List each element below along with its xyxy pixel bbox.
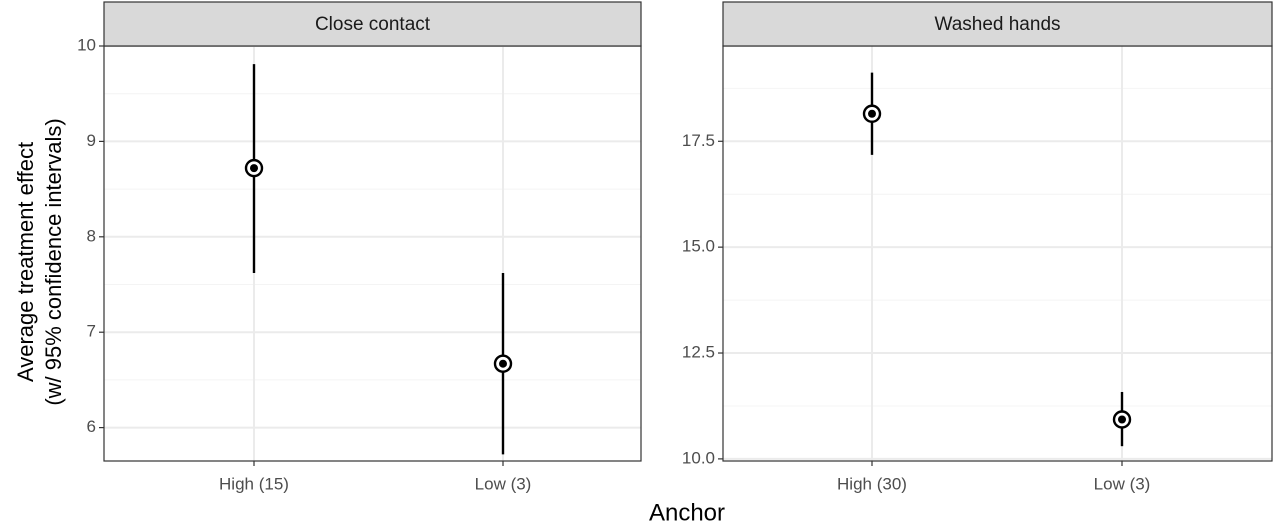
y-axis-title-line2: (w/ 95% confidence intervals) — [41, 118, 66, 405]
y-tick-label: 8 — [87, 226, 96, 245]
point-marker — [250, 164, 258, 173]
plot-background — [104, 46, 641, 461]
point-marker — [1118, 415, 1126, 424]
facet-strip — [103, 1, 642, 47]
facet-panel: Close contact 6 7 8 9 10 High (15) Low (3) — [77, 1, 642, 493]
point-marker — [499, 359, 507, 368]
y-tick-label: 7 — [87, 322, 96, 341]
y-axis-title-line1: Average treatment effect — [13, 142, 38, 382]
y-tick-label: 9 — [87, 131, 96, 150]
facet-title: Washed hands — [934, 14, 1060, 35]
y-tick-label: 10 — [77, 35, 96, 54]
y-tick-label: 17.5 — [682, 131, 715, 150]
facet-title: Close contact — [315, 14, 431, 35]
x-tick-label: Low (3) — [1094, 474, 1151, 493]
x-tick-label: Low (3) — [475, 474, 532, 493]
x-axis-title: Anchor — [649, 499, 725, 526]
y-tick-label: 12.5 — [682, 342, 715, 361]
x-tick-label: High (15) — [219, 474, 289, 493]
point-marker — [868, 109, 876, 118]
plot-background — [723, 46, 1272, 461]
x-tick-label: High (30) — [837, 474, 907, 493]
facet-strip — [722, 1, 1273, 47]
y-tick-label: 6 — [87, 417, 96, 436]
y-tick-label: 15.0 — [682, 237, 715, 256]
facet-panel: Washed hands 10.0 12.5 15.0 17.5 High (30) Low… — [682, 1, 1273, 493]
y-tick-label: 10.0 — [682, 448, 715, 467]
